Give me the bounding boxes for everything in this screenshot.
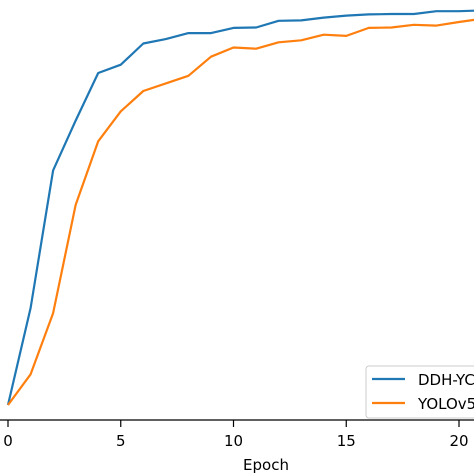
x-axis-label: Epoch: [243, 456, 289, 474]
x-axis-ticks: 0 5 10 15 20: [3, 420, 469, 450]
series-line-ddh-yc: [6, 9, 474, 406]
legend: DDH-YC YOLOv5: [365, 365, 474, 419]
x-tick-label: 15: [337, 432, 356, 450]
x-tick-label: 20: [449, 432, 468, 450]
x-tick-label: 10: [224, 432, 243, 450]
x-tick-label: 5: [116, 432, 126, 450]
legend-label-ddh-yc: DDH-YC: [418, 371, 474, 389]
legend-label-yolov5: YOLOv5: [417, 395, 474, 413]
series-line-yolov5: [7, 18, 474, 406]
x-tick-label: 0: [3, 432, 13, 450]
series-layer: [6, 9, 474, 406]
